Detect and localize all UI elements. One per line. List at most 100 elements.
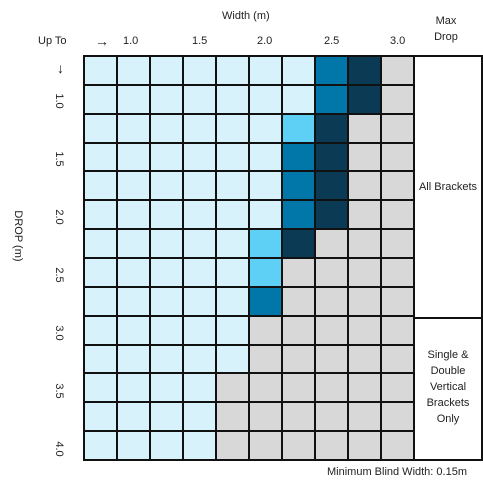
grid-cell	[250, 57, 281, 84]
grid-cell	[85, 432, 116, 459]
grid-cell	[283, 316, 314, 344]
grid-cell	[316, 345, 347, 373]
grid-cell	[283, 172, 314, 200]
arrow-right-icon: →	[95, 33, 109, 49]
grid-cell	[184, 259, 215, 286]
grid-cell	[217, 287, 248, 315]
minimum-width-note: Minimum Blind Width: 0.15m	[327, 466, 467, 478]
grid-cell	[184, 57, 215, 84]
grid-cell	[283, 201, 314, 229]
grid-cell	[85, 143, 116, 171]
grid-cell	[382, 259, 413, 286]
grid-cell	[250, 114, 281, 142]
grid-cell	[151, 85, 182, 113]
grid-cell	[151, 316, 182, 344]
grid-cell	[151, 201, 182, 229]
drop-tick-1-0: 1.0	[53, 93, 65, 109]
grid-cell	[349, 143, 380, 171]
drop-tick-3-0: 3.0	[53, 325, 65, 341]
grid-cell	[85, 403, 116, 431]
single-double-line-4: Brackets	[426, 397, 470, 409]
grid-cell	[151, 172, 182, 200]
max-drop-label: Max Drop	[424, 13, 468, 45]
grid-cell	[217, 259, 248, 286]
grid-cell	[85, 85, 116, 113]
grid-cell	[217, 316, 248, 344]
max-drop-line-1: Max	[435, 15, 457, 27]
grid-cell	[382, 345, 413, 373]
grid-cell	[283, 230, 314, 257]
grid-cell	[151, 230, 182, 257]
grid-cell	[118, 374, 149, 402]
grid-cell	[349, 432, 380, 459]
grid-cell	[85, 57, 116, 84]
grid-cell	[151, 403, 182, 431]
grid-cell	[382, 114, 413, 142]
bracket-panel: All Brackets Single & Double Vertical Br…	[415, 55, 483, 461]
grid-cell	[118, 85, 149, 113]
grid-cell	[349, 403, 380, 431]
grid-cell	[118, 259, 149, 286]
grid-cell	[250, 374, 281, 402]
grid-cell	[217, 85, 248, 113]
grid-cell	[283, 114, 314, 142]
grid-cell	[349, 287, 380, 315]
single-double-line-2: Double	[430, 365, 466, 377]
grid-cell	[382, 230, 413, 257]
grid-cell	[316, 201, 347, 229]
grid-cell	[349, 114, 380, 142]
grid-cell	[349, 316, 380, 344]
grid-cell	[382, 374, 413, 402]
grid-cell	[316, 432, 347, 459]
grid-cell	[283, 374, 314, 402]
grid-cell	[250, 432, 281, 459]
grid-cell	[184, 374, 215, 402]
grid-cell	[316, 230, 347, 257]
grid-cell	[283, 432, 314, 459]
grid-cell	[184, 172, 215, 200]
grid-cell	[118, 114, 149, 142]
up-to-label: Up To	[38, 35, 67, 47]
single-double-line-5: Only	[436, 413, 460, 425]
grid-cell	[382, 57, 413, 84]
grid-cell	[118, 403, 149, 431]
grid-cell	[217, 403, 248, 431]
drop-tick-1-5: 1.5	[53, 151, 65, 167]
grid-cell	[184, 114, 215, 142]
grid-cell	[118, 172, 149, 200]
grid-cell	[316, 114, 347, 142]
grid-cell	[283, 345, 314, 373]
grid-cell	[184, 316, 215, 344]
grid-cell	[250, 230, 281, 257]
grid-cell	[151, 57, 182, 84]
grid-cell	[250, 201, 281, 229]
width-tick-2-0: 2.0	[257, 35, 273, 47]
grid-cell	[283, 57, 314, 84]
grid-cell	[283, 403, 314, 431]
grid-cell	[250, 143, 281, 171]
grid-cell	[316, 85, 347, 113]
grid-cell	[382, 172, 413, 200]
grid-cell	[316, 57, 347, 84]
grid-cell	[184, 201, 215, 229]
grid-cell	[184, 287, 215, 315]
grid-cell	[217, 432, 248, 459]
width-tick-1-5: 1.5	[192, 35, 208, 47]
grid-cell	[382, 85, 413, 113]
grid-cell	[316, 143, 347, 171]
grid-cell	[217, 114, 248, 142]
grid-cell	[118, 201, 149, 229]
grid-cell	[283, 143, 314, 171]
single-double-line-1: Single &	[427, 349, 469, 361]
grid-cell	[283, 287, 314, 315]
grid-cell	[217, 345, 248, 373]
grid-cell	[349, 57, 380, 84]
single-double-line-3: Vertical	[429, 381, 467, 393]
width-tick-2-5: 2.5	[324, 35, 340, 47]
grid-cell	[349, 259, 380, 286]
grid-cell	[217, 230, 248, 257]
grid-cell	[85, 201, 116, 229]
grid-cell	[316, 403, 347, 431]
grid-cell	[118, 143, 149, 171]
grid-cell	[151, 287, 182, 315]
